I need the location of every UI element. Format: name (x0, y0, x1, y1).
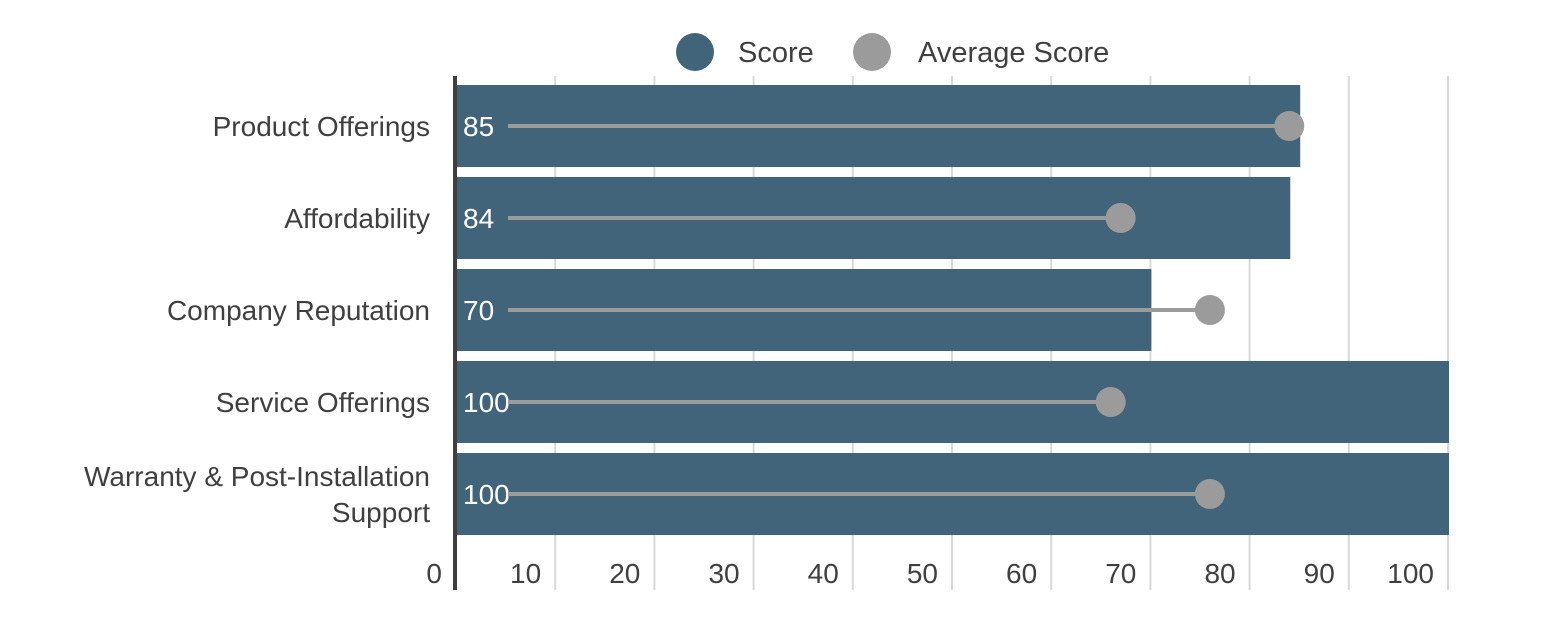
category-label: Warranty & Post-Installation (84, 461, 430, 492)
average-marker (1095, 387, 1126, 417)
legend-swatch (676, 33, 714, 71)
x-tick-label: 10 (510, 558, 541, 589)
average-marker (1194, 295, 1225, 325)
score-value-label: 84 (463, 203, 494, 234)
x-tick-labels: 0 10 20 30 40 50 60 70 80 90 100 (426, 558, 1434, 589)
category-labels: Product Offerings Affordability Company Re… (84, 111, 430, 528)
average-markers (508, 111, 1305, 509)
average-marker (1274, 111, 1305, 141)
average-marker (1105, 203, 1136, 233)
category-label: Support (332, 497, 430, 528)
x-tick-label: 80 (1204, 558, 1235, 589)
x-tick-label: 0 (426, 558, 442, 589)
legend: Score Average Score (676, 33, 1109, 71)
x-tick-label: 30 (708, 558, 739, 589)
x-tick-label: 60 (1006, 558, 1037, 589)
x-tick-label: 70 (1105, 558, 1136, 589)
category-label: Affordability (284, 203, 430, 234)
score-value-label: 70 (463, 295, 494, 326)
legend-label: Score (738, 37, 814, 69)
x-tick-label: 100 (1387, 558, 1434, 589)
legend-label: Average Score (918, 37, 1109, 69)
category-label: Product Offerings (213, 111, 430, 142)
score-value-label: 85 (463, 111, 494, 142)
x-tick-label: 90 (1304, 558, 1335, 589)
category-label: Service Offerings (216, 387, 430, 418)
category-label: Company Reputation (167, 295, 430, 326)
legend-swatch (853, 33, 891, 71)
score-value-label: 100 (463, 479, 510, 510)
x-tick-label: 20 (609, 558, 640, 589)
x-tick-label: 50 (907, 558, 938, 589)
x-tick-label: 40 (808, 558, 839, 589)
score-value-label: 100 (463, 387, 510, 418)
average-marker (1194, 479, 1225, 509)
